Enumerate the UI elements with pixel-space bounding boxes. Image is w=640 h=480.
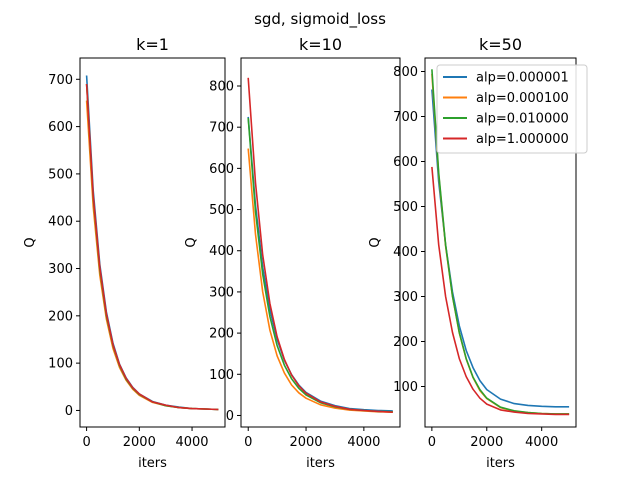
axes-frame (79, 57, 226, 428)
subplot-2: 0 2000 4000 0 100 200 300 400 500 600 700 800 k=10 it… (184, 35, 401, 471)
subplot-3: 0 2000 4000 100 200 300 400 500 600 700 800 k=50 ite… (368, 35, 588, 471)
y-tick-label: 0 (65, 404, 73, 419)
y-tick-label: 200 (209, 327, 234, 342)
y-tick-label: 600 (48, 120, 73, 135)
series-line-alp=1.000000 (85, 83, 219, 411)
series-line-alp=0.000001 (247, 116, 393, 412)
y-tick-label: 600 (209, 162, 234, 177)
x-tick-label: 4000 (525, 435, 558, 450)
y-tick-label: 500 (48, 167, 73, 182)
y-tick-label: 800 (393, 65, 418, 80)
y-tick-label: 0 (226, 409, 234, 424)
y-tick-label: 100 (48, 357, 73, 372)
y-tick-label: 300 (209, 285, 234, 300)
y-tick-label: 500 (209, 203, 234, 218)
legend: alp=0.000001 alp=0.000100 alp=0.010000 alp=… (436, 64, 588, 154)
y-tick-label: 400 (48, 215, 73, 230)
subplot-title: k=1 (136, 35, 169, 54)
x-tick-label: 4000 (175, 435, 208, 450)
y-tick-label: 100 (209, 368, 234, 383)
y-tick-label: 200 (393, 335, 418, 350)
y-tick-label: 700 (209, 121, 234, 136)
y-tick-label: 600 (393, 155, 418, 170)
x-axis-label: iters (486, 456, 515, 471)
series-line-alp=0.000100 (247, 148, 393, 413)
series-line-alp=0.000100 (85, 100, 219, 411)
y-tick-label: 700 (393, 110, 418, 125)
legend-entry-label: alp=0.010000 (476, 112, 569, 127)
subplot-title: k=50 (479, 35, 522, 54)
figure-suptitle: sgd, sigmoid_loss (254, 10, 386, 29)
x-tick-label: 0 (244, 435, 252, 450)
x-axis-label: iters (306, 456, 335, 471)
x-tick-label: 0 (82, 435, 90, 450)
x-axis-label: iters (138, 456, 167, 471)
y-tick-label: 400 (209, 244, 234, 259)
series-line-alp=1.000000 (247, 77, 393, 413)
axes-frame (240, 57, 401, 428)
x-tick-label: 0 (428, 435, 436, 450)
x-tick-label: 2000 (470, 435, 503, 450)
x-tick-label: 2000 (289, 435, 322, 450)
axes-frame (424, 57, 577, 428)
y-tick-label: 800 (209, 80, 234, 95)
legend-entry-label: alp=0.000001 (476, 71, 569, 86)
legend-entry-label: alp=0.000100 (476, 91, 569, 106)
y-tick-label: 300 (393, 290, 418, 305)
subplot-title: k=10 (299, 35, 342, 54)
series-line-alp=1.000000 (431, 166, 570, 416)
subplot-1: 0 2000 4000 0 100 200 300 400 500 600 700 k=1 iters Q (23, 35, 226, 471)
y-tick-label: 200 (48, 309, 73, 324)
series-line-alp=0.010000 (247, 118, 393, 413)
legend-entry-label: alp=1.000000 (476, 132, 569, 147)
y-axis-label: Q (23, 237, 38, 247)
x-tick-label: 4000 (347, 435, 380, 450)
y-tick-label: 700 (48, 73, 73, 88)
x-tick-label: 2000 (123, 435, 156, 450)
y-tick-label: 300 (48, 262, 73, 277)
legend-box (436, 64, 588, 154)
y-tick-label: 400 (393, 245, 418, 260)
subplots: 0 2000 40000100200300400500600700k=1itersQ… (23, 35, 588, 471)
y-tick-label: 100 (393, 380, 418, 395)
y-axis-label: Q (368, 237, 383, 247)
y-axis-label: Q (184, 237, 199, 247)
y-tick-label: 500 (393, 200, 418, 215)
